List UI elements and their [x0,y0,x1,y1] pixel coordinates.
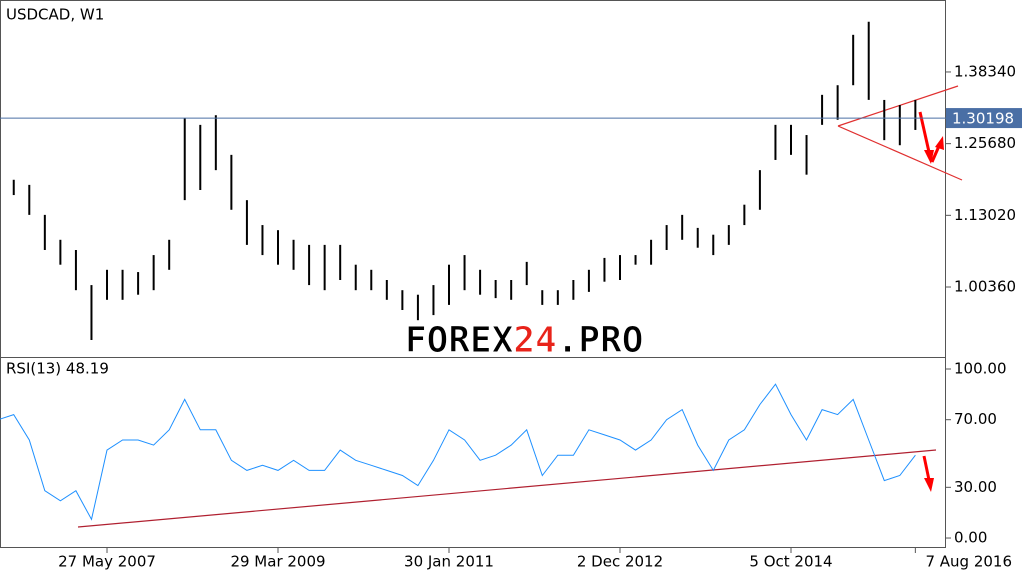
x-tick-label: 7 Aug 2016 [925,553,1012,571]
watermark-number: 24 [513,320,556,361]
y-tick-label: 1.13020 [954,206,1016,224]
y-tick-label: 30.00 [954,478,997,496]
chart-title: USDCAD, W1 [6,6,104,24]
rsi-title: RSI(13) 48.19 [6,360,109,378]
arrows [918,111,944,492]
arrow [922,455,931,481]
watermark-text: FOREX [405,320,514,361]
arrow-head [924,478,934,492]
watermark-text: .PRO [557,320,644,361]
y-tick-label: 100.00 [954,359,1007,377]
plot-frame [0,0,946,548]
x-tick-label: 29 Mar 2009 [230,553,325,571]
y-tick-label: 1.00360 [954,278,1016,296]
current-price-label: 1.30198 [952,110,1014,128]
triangle-drawing [837,85,963,181]
arrow-head [935,136,944,150]
x-tick-label: 27 May 2007 [58,553,156,571]
watermark: FOREX24.PRO [405,320,643,361]
arrow [930,145,941,163]
x-tick-label: 2 Dec 2012 [577,553,663,571]
y-tick-label: 1.38340 [954,62,1016,80]
trend-line [837,125,963,181]
y-tick-label: 1.25680 [954,134,1016,152]
x-tick-label: 5 Oct 2014 [749,553,832,571]
trend-line [837,85,959,127]
arrow [918,111,931,153]
rsi-trend-line [77,449,937,528]
current-price-box [946,108,1022,129]
y-tick-label: 70.00 [954,410,997,428]
rsi-line [0,383,916,521]
x-tick-label: 30 Jan 2011 [404,553,494,571]
y-tick-label: 0.00 [954,529,987,547]
